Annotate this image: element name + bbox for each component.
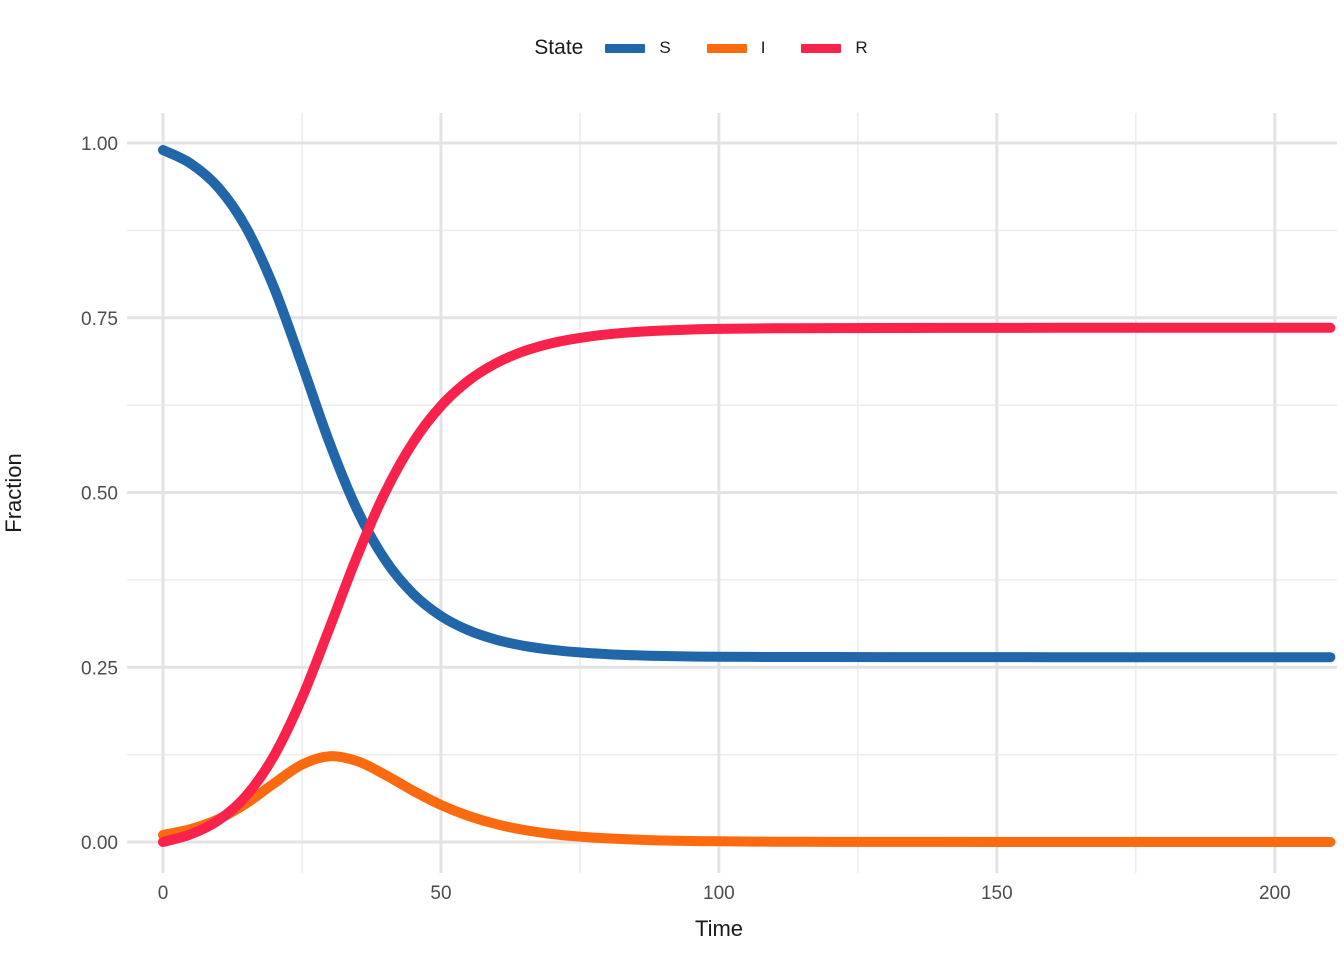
y-tick-label: 0.25 <box>81 658 118 679</box>
legend-key-s-line-swatch <box>605 43 646 53</box>
legend-label-s: S <box>659 38 671 57</box>
x-tick-label: 50 <box>430 883 451 904</box>
y-tick-label: 0.00 <box>81 833 118 854</box>
x-axis-title: Time <box>694 916 744 941</box>
y-tick-label: 0.50 <box>81 484 118 505</box>
legend-title: State <box>534 36 584 59</box>
x-tick-label: 100 <box>703 883 735 904</box>
legend-item-s: S <box>605 38 671 58</box>
series-line-s <box>158 144 1336 663</box>
y-tick-label: 0.75 <box>81 309 118 330</box>
legend-label-r: R <box>855 38 868 57</box>
legend-key-i-line-swatch <box>706 43 747 53</box>
legend-item-r: R <box>801 38 868 58</box>
legend: State S I R <box>0 36 1344 60</box>
legend-label-i: I <box>760 38 766 57</box>
x-tick-label: 150 <box>981 883 1013 904</box>
x-tick-label: 0 <box>158 883 169 904</box>
series-line-r <box>158 322 1336 847</box>
y-tick-label: 1.00 <box>81 134 118 155</box>
legend-item-i: I <box>706 38 766 58</box>
x-tick-label: 200 <box>1259 883 1291 904</box>
series-line-i <box>158 751 1336 847</box>
legend-key-r-line-swatch <box>801 43 842 53</box>
